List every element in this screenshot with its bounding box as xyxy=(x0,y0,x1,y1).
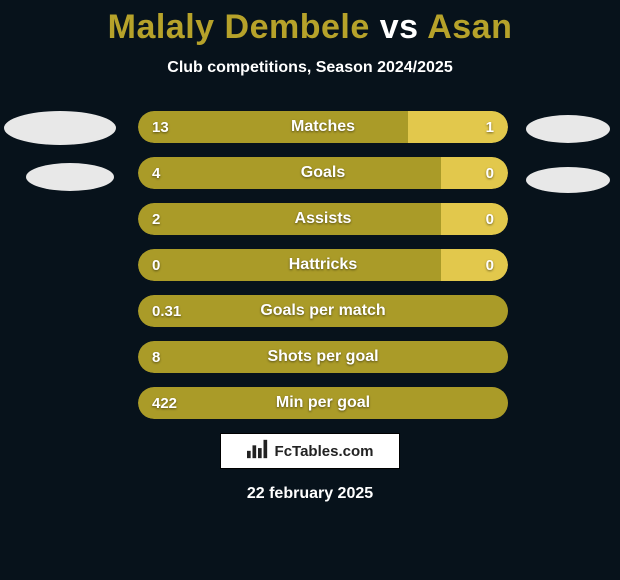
player-right-badge-2 xyxy=(526,167,610,193)
brand-badge: FcTables.com xyxy=(220,433,400,469)
stat-row: 00Hattricks xyxy=(138,249,508,281)
title-right: Asan xyxy=(427,8,512,46)
player-left-badge-1 xyxy=(4,111,116,145)
player-right-badge-1 xyxy=(526,115,610,143)
stat-label: Goals per match xyxy=(138,295,508,327)
chart-bars-icon xyxy=(247,439,269,463)
comparison-chart: 131Matches 40Goals 20Assists 00Hattricks 0.3… xyxy=(0,111,620,419)
brand-text: FcTables.com xyxy=(275,443,374,460)
stat-label: Matches xyxy=(138,111,508,143)
stat-rows: 131Matches 40Goals 20Assists 00Hattricks 0.3… xyxy=(138,111,508,419)
stat-label: Assists xyxy=(138,203,508,235)
player-left-badge-2 xyxy=(26,163,114,191)
stat-label: Goals xyxy=(138,157,508,189)
stat-row: 40Goals xyxy=(138,157,508,189)
stat-label: Min per goal xyxy=(138,387,508,419)
stat-row: 20Assists xyxy=(138,203,508,235)
title-left: Malaly Dembele xyxy=(108,8,370,46)
stat-row: 0.31Goals per match xyxy=(138,295,508,327)
date-text: 22 february 2025 xyxy=(0,485,620,503)
subtitle: Club competitions, Season 2024/2025 xyxy=(0,59,620,77)
page-title: Malaly Dembele vs Asan xyxy=(0,0,620,47)
stat-row: 131Matches xyxy=(138,111,508,143)
stat-row: 422Min per goal xyxy=(138,387,508,419)
title-vs: vs xyxy=(380,8,419,46)
stat-row: 8Shots per goal xyxy=(138,341,508,373)
stat-label: Hattricks xyxy=(138,249,508,281)
stat-label: Shots per goal xyxy=(138,341,508,373)
